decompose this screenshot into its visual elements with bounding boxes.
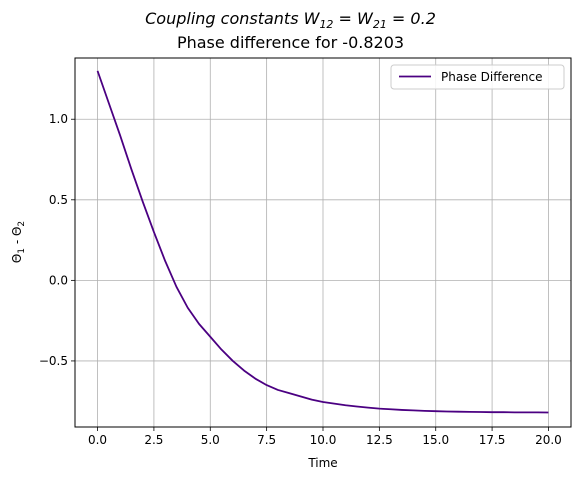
x-tick-label: 12.5 bbox=[366, 433, 393, 447]
x-tick-label: 17.5 bbox=[479, 433, 506, 447]
ticks: 0.0 2.5 5.0 7.5 10.0 12.5 15.0 17.5 20.0 1.0 0.5 0.… bbox=[39, 112, 562, 447]
x-axis-label: Time bbox=[307, 456, 337, 470]
y-tick-label: −0.5 bbox=[39, 354, 68, 368]
x-tick-label: 5.0 bbox=[201, 433, 220, 447]
x-tick-label: 15.0 bbox=[422, 433, 449, 447]
x-tick-label: 7.5 bbox=[257, 433, 276, 447]
title-mid: = W bbox=[333, 9, 373, 28]
chart-subtitle: Phase difference for -0.8203 bbox=[176, 33, 405, 52]
x-tick-label: 0.0 bbox=[88, 433, 107, 447]
y-axis-sub-1: 1 bbox=[17, 248, 27, 254]
x-tick-label: 10.0 bbox=[310, 433, 337, 447]
y-tick-label: 0.5 bbox=[49, 193, 68, 207]
title-sub-21: 21 bbox=[372, 18, 387, 32]
legend: Phase Difference bbox=[390, 64, 565, 90]
grid bbox=[75, 58, 571, 427]
legend-box bbox=[390, 64, 565, 90]
y-axis-mid: - Θ bbox=[10, 227, 24, 248]
y-axis-sub-2: 2 bbox=[17, 221, 27, 227]
legend-label: Phase Difference bbox=[441, 70, 543, 84]
title-suffix: = 0.2 bbox=[386, 9, 436, 28]
x-tick-label: 20.0 bbox=[535, 433, 562, 447]
series-line-phase-difference bbox=[96, 70, 549, 414]
y-tick-label: 0.0 bbox=[49, 273, 68, 287]
y-tick-label: 1.0 bbox=[49, 112, 68, 126]
title-prefix: Coupling constants W bbox=[145, 9, 320, 28]
chart-title: Coupling constants W12 = W21 = 0.2 bbox=[0, 9, 581, 31]
title-sub-12: 12 bbox=[319, 18, 334, 32]
series-layer bbox=[96, 70, 549, 414]
x-tick-label: 2.5 bbox=[144, 433, 163, 447]
y-axis-label: Θ1 - Θ2 bbox=[10, 221, 27, 263]
